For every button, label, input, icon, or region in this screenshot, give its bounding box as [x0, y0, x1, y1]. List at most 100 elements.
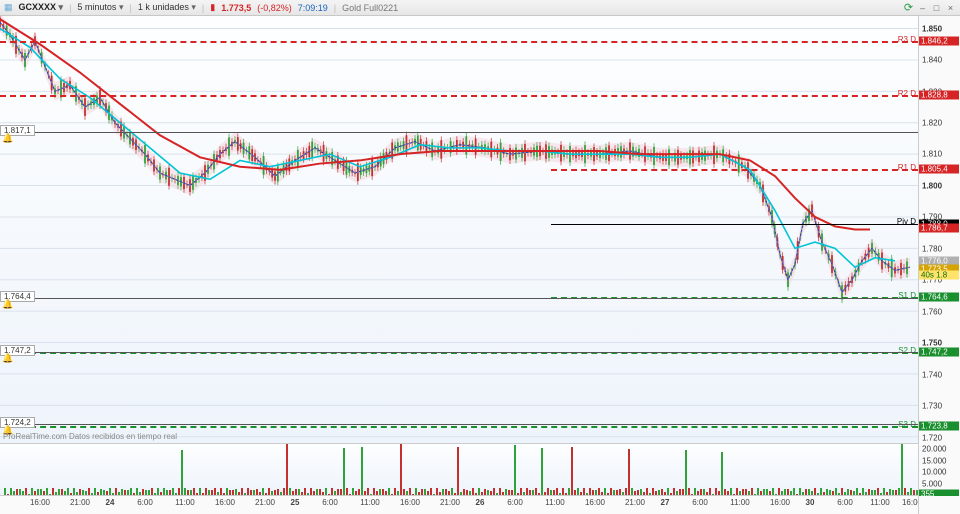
- xtick-label: 21:00: [440, 498, 460, 507]
- alert-bell-icon[interactable]: 🔔: [2, 353, 13, 364]
- volume-bar: [892, 490, 894, 495]
- volume-bar: [412, 494, 414, 495]
- volume-bar: [379, 489, 381, 495]
- level-line[interactable]: R1 D: [551, 169, 918, 171]
- volume-bar: [850, 490, 852, 495]
- volume-bar: [517, 493, 519, 495]
- volume-bar: [760, 491, 762, 495]
- volume-bar: [208, 490, 210, 495]
- volume-bar: [541, 448, 543, 495]
- volume-bar: [877, 488, 879, 495]
- candle-icon[interactable]: ▮: [210, 2, 215, 13]
- volume-bar: [520, 488, 522, 495]
- volume-bar: [559, 493, 561, 495]
- time-xaxis[interactable]: 16:0021:00246:0011:0016:0021:00256:0011:…: [0, 496, 918, 514]
- alert-bell-icon[interactable]: 🔔: [2, 133, 13, 144]
- volume-bar: [649, 493, 651, 495]
- level-line[interactable]: 1.817,1: [0, 132, 918, 133]
- volume-bar: [19, 489, 21, 495]
- xtick-label: 11:00: [175, 498, 194, 507]
- volume-bar: [625, 488, 627, 495]
- volume-bar: [496, 493, 498, 495]
- price-yaxis[interactable]: 1.7201.7301.7401.7501.7601.7701.7801.790…: [918, 16, 960, 444]
- volume-bar: [817, 493, 819, 495]
- volume-bar: [808, 489, 810, 495]
- grid-icon[interactable]: ▦: [4, 2, 13, 13]
- volume-bar: [223, 493, 225, 495]
- maximize-icon[interactable]: □: [931, 2, 942, 13]
- volume-bar: [691, 494, 693, 495]
- volume-bar: [484, 489, 486, 495]
- volume-bar: [544, 492, 546, 495]
- volume-bar: [139, 492, 141, 495]
- volume-bar: [658, 490, 660, 495]
- symbol-dropdown[interactable]: GCXXXX: [19, 2, 64, 13]
- volume-bar: [337, 489, 339, 495]
- volume-bar: [637, 490, 639, 495]
- volume-bar: [76, 492, 78, 495]
- volume-bar: [667, 488, 669, 495]
- volume-bar: [634, 491, 636, 495]
- volume-bar: [607, 493, 609, 495]
- timeframe-dropdown[interactable]: 5 minutos: [77, 2, 123, 13]
- volume-bar: [127, 490, 129, 495]
- volume-bar: [52, 488, 54, 495]
- volume-bar: [361, 447, 363, 495]
- volume-bar: [874, 490, 876, 495]
- units-dropdown[interactable]: 1 k unidades: [138, 2, 196, 13]
- volume-bar: [844, 492, 846, 495]
- volume-bar: [514, 445, 516, 495]
- volume-bar: [907, 492, 909, 495]
- volume-bar: [640, 489, 642, 495]
- price-pane[interactable]: R3 DR2 DR1 DPiv DS1 DS2 DS3 D1.817,1🔔1.7…: [0, 16, 918, 444]
- volume-bar: [193, 488, 195, 495]
- volume-yaxis[interactable]: 5.00010.00015.00020.000355: [918, 444, 960, 496]
- volume-bar: [853, 491, 855, 495]
- volume-bar: [418, 492, 420, 495]
- level-line[interactable]: Piv D: [551, 224, 918, 225]
- level-line[interactable]: 1.747,2: [0, 352, 918, 353]
- refresh-icon[interactable]: ⟳: [903, 2, 914, 13]
- volume-bar: [334, 491, 336, 495]
- volume-bar: [532, 490, 534, 495]
- vol-ytick: 10.000: [922, 468, 946, 477]
- volume-bar: [262, 488, 264, 495]
- volume-bar: [157, 488, 159, 495]
- price-marker: 1.828,8: [919, 91, 959, 100]
- volume-bar: [661, 489, 663, 495]
- level-line[interactable]: 1.764,4: [0, 298, 918, 299]
- level-line[interactable]: S3 D: [0, 426, 918, 428]
- level-line[interactable]: R3 D: [0, 41, 918, 43]
- volume-bar: [694, 488, 696, 495]
- xtick-label: 6:00: [137, 498, 153, 507]
- volume-bar: [439, 492, 441, 495]
- yaxis-corner: [918, 496, 960, 514]
- volume-bar: [865, 492, 867, 495]
- volume-bar: [394, 488, 396, 495]
- volume-bar: [190, 490, 192, 495]
- volume-bar: [841, 488, 843, 495]
- volume-bar: [187, 490, 189, 495]
- alert-bell-icon[interactable]: 🔔: [2, 299, 13, 310]
- level-line[interactable]: 1.724,2: [0, 424, 918, 425]
- volume-bar: [568, 488, 570, 495]
- volume-bar: [25, 488, 27, 495]
- volume-bar: [82, 490, 84, 496]
- xtick-label: 24: [106, 498, 115, 507]
- volume-bar: [355, 491, 357, 495]
- volume-bar: [451, 488, 453, 495]
- volume-bar: [487, 490, 489, 495]
- minimize-icon[interactable]: –: [917, 2, 928, 13]
- ytick-label: 1.800: [922, 181, 942, 190]
- volume-bar: [37, 489, 39, 495]
- volume-bar: [244, 493, 246, 495]
- level-line[interactable]: R2 D: [0, 95, 918, 97]
- volume-bar: [889, 489, 891, 496]
- volume-pane[interactable]: [0, 444, 918, 496]
- close-icon[interactable]: ×: [945, 2, 956, 13]
- xtick-label: 11:00: [730, 498, 749, 507]
- volume-bar: [196, 493, 198, 495]
- volume-bar: [748, 491, 750, 495]
- volume-bar: [97, 492, 99, 495]
- volume-bar: [586, 493, 588, 495]
